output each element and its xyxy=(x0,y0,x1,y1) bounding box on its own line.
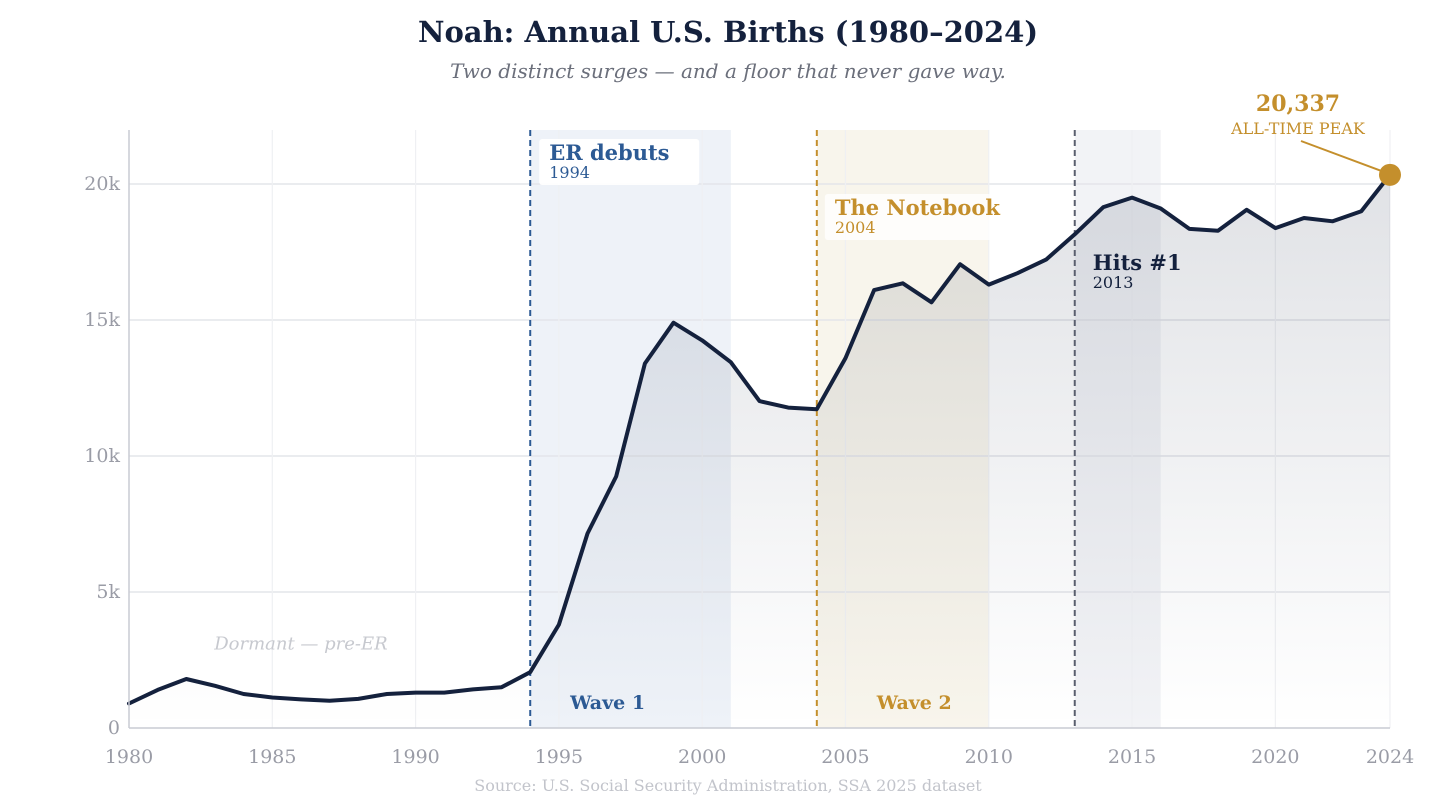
wave-label-1: Wave 1 xyxy=(569,692,645,714)
y-tick-label: 10k xyxy=(84,445,120,467)
event-label-box-1 xyxy=(539,139,700,185)
x-tick-label: 1980 xyxy=(105,746,153,768)
x-tick-label: 1995 xyxy=(535,746,583,768)
x-tick-label: 2015 xyxy=(1108,746,1156,768)
peak-value-label: 20,337 xyxy=(1256,91,1340,117)
y-tick-label: 20k xyxy=(84,173,120,195)
event-label-1: ER debuts xyxy=(549,140,669,165)
series-line xyxy=(127,172,1392,706)
x-tick-label: 2010 xyxy=(965,746,1013,768)
peak-leader-line xyxy=(1300,140,1382,172)
event-sublabel-3: 2013 xyxy=(1093,273,1134,292)
x-tick-label: 2005 xyxy=(821,746,869,768)
event-label-3: Hits #1 xyxy=(1093,250,1182,275)
y-tick-label: 15k xyxy=(84,309,120,331)
plot-area: 0 5k 10k 15k 20k 1980 1985 1990 1995 2000 2005 2010… xyxy=(84,91,1414,768)
x-tick-label: 2000 xyxy=(678,746,726,768)
dormant-note: Dormant — pre-ER xyxy=(213,634,388,655)
y-tick-label: 5k xyxy=(96,581,120,603)
chart-subtitle: Two distinct surges — and a floor that n… xyxy=(450,59,1006,83)
y-tick-label: 0 xyxy=(108,717,120,739)
x-tick-label: 1990 xyxy=(391,746,439,768)
wave-label-2: Wave 2 xyxy=(876,692,952,714)
x-tick-label: 2020 xyxy=(1251,746,1299,768)
x-tick-label: 1985 xyxy=(248,746,296,768)
chart-title: Noah: Annual U.S. Births (1980–2024) xyxy=(418,15,1038,49)
event-label-2: The Notebook xyxy=(835,195,1001,220)
event-label-box-2 xyxy=(824,194,997,240)
event-sublabel-2: 2004 xyxy=(835,218,876,237)
peak-marker xyxy=(1379,163,1401,186)
source-note: Source: U.S. Social Security Administrat… xyxy=(474,776,982,795)
event-sublabel-1: 1994 xyxy=(549,163,590,182)
x-tick-label: 2024 xyxy=(1366,746,1414,768)
peak-label: ALL-TIME PEAK xyxy=(1230,119,1366,138)
